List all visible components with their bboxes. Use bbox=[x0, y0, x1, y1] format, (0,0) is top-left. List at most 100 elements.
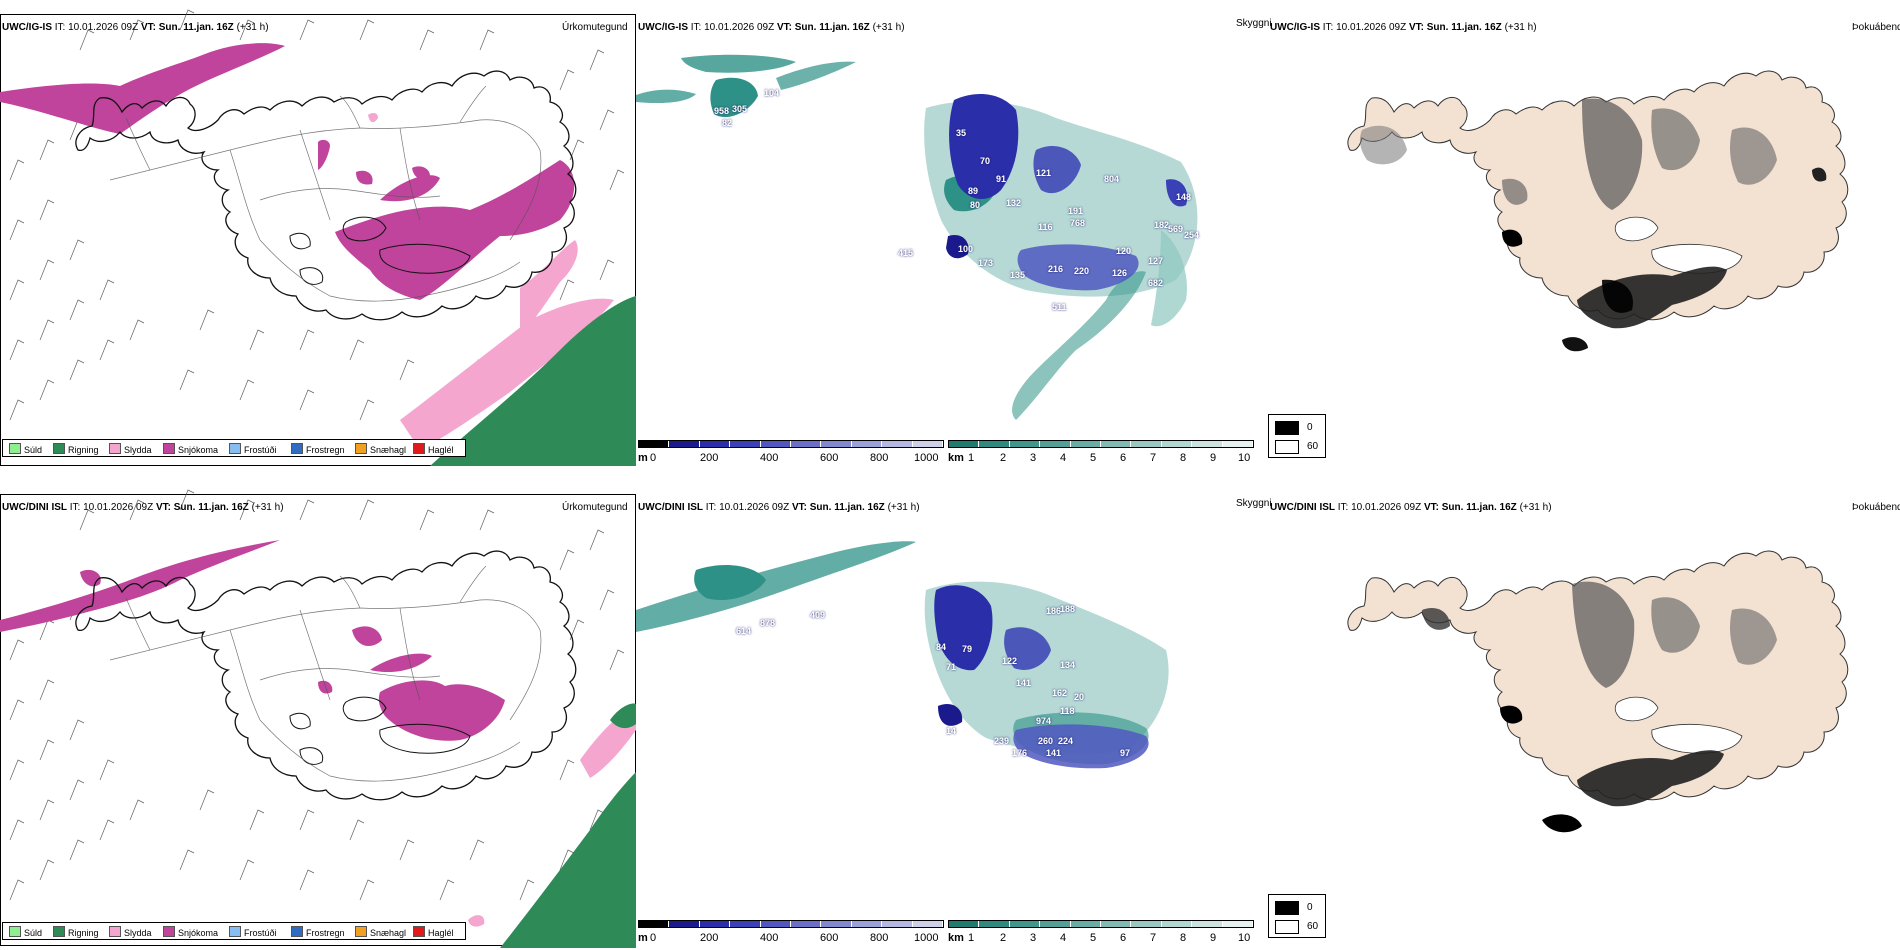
sleet-area bbox=[520, 240, 578, 336]
cloud-base-low bbox=[1004, 627, 1051, 670]
legend-item: Rigning bbox=[53, 926, 99, 938]
cloud-base-label: 126 bbox=[1112, 268, 1128, 278]
cloud-base-label: 958 bbox=[714, 106, 730, 116]
cloud-base-label: 768 bbox=[1070, 218, 1086, 228]
colorbar-cell bbox=[821, 921, 852, 927]
legend-label: Frostúði bbox=[244, 928, 277, 938]
lead-time: (+31 h) bbox=[887, 502, 920, 513]
cloud-base-label: 132 bbox=[1006, 198, 1022, 208]
colorbar-cell bbox=[669, 921, 700, 927]
fog-legend-min: 60 bbox=[1307, 921, 1319, 932]
fog-grey bbox=[1730, 127, 1777, 185]
header-clouds-row1: UWC/IG-IS IT: 10.01.2026 09Z VT: Sun. 11… bbox=[638, 22, 905, 33]
legend-item: Frostúði bbox=[229, 926, 277, 938]
vt-value: Sun. 11.jan. 16Z bbox=[809, 502, 885, 513]
cloud-base-label: 974 bbox=[1036, 716, 1052, 726]
legend-label: Frostregn bbox=[306, 928, 345, 938]
colorbar-tick: 2 bbox=[1000, 932, 1007, 944]
colorbar-cells bbox=[638, 440, 944, 448]
fog-grey bbox=[1422, 607, 1450, 630]
legend-label: Slydda bbox=[124, 928, 152, 938]
vt-label: VT: bbox=[1423, 502, 1439, 513]
cloud-base-label: 134 bbox=[1060, 660, 1076, 670]
colorbar-cells bbox=[948, 920, 1254, 928]
colorbar-cell bbox=[1192, 441, 1223, 447]
colorbar-visibility: km 1 2 3 4 5 6 7 8 9 10 bbox=[948, 920, 1254, 950]
cloud-base-label: 121 bbox=[1036, 168, 1052, 178]
rain-area bbox=[500, 772, 636, 948]
colorbar-cell bbox=[760, 921, 792, 927]
colorbar-cell bbox=[949, 921, 980, 927]
colorbar-cell bbox=[821, 441, 852, 447]
fog-legend-min-swatch bbox=[1275, 920, 1299, 934]
cloud-base-label: 176 bbox=[1012, 748, 1028, 758]
cloud-visibility-map bbox=[636, 541, 1169, 769]
cloud-base-label: 682 bbox=[1148, 278, 1164, 288]
colorbar-unit: km bbox=[948, 452, 964, 464]
it-value: 10.01.2026 09Z bbox=[83, 502, 154, 513]
panel-title-fog: Þokuábendi bbox=[1852, 502, 1900, 513]
cloud-base-low bbox=[1013, 724, 1149, 769]
legend-item: Slydda bbox=[109, 926, 152, 938]
rain-area bbox=[430, 296, 636, 466]
legend-item: Snjókoma bbox=[163, 926, 218, 938]
snow-area bbox=[352, 626, 382, 646]
colorbar-cell bbox=[1009, 921, 1041, 927]
vt-value: Sun. 11.jan. 16Z bbox=[794, 22, 870, 33]
cloud-base-low bbox=[1166, 179, 1188, 207]
header-precip-row2: UWC/DINI ISL IT: 10.01.2026 09Z VT: Sun.… bbox=[2, 502, 284, 513]
vis-band bbox=[1151, 230, 1187, 327]
vt-label: VT: bbox=[776, 22, 792, 33]
colorbar-cloud-base: m 0 200 400 600 800 1000 bbox=[638, 440, 944, 470]
colorbar-tick: 4 bbox=[1060, 452, 1067, 464]
vis-band bbox=[710, 77, 758, 118]
legend-label: Haglél bbox=[428, 445, 454, 455]
colorbar-cells bbox=[948, 440, 1254, 448]
header-fog-row2: UWC/DINI ISL IT: 10.01.2026 09Z VT: Sun.… bbox=[1270, 502, 1552, 513]
cloud-label-layer: 409 878 614 186 188 84 79 71 122 141 134 162 20 118 97… bbox=[636, 480, 1276, 950]
cloud-base-label: 224 bbox=[1058, 736, 1074, 746]
cloud-base-label: 878 bbox=[760, 618, 776, 628]
fog-indicator-map bbox=[1347, 70, 1849, 352]
vt-value: Sun. 11.jan. 16Z bbox=[1441, 502, 1517, 513]
precip-type-frame bbox=[0, 14, 636, 466]
snow-area bbox=[80, 569, 101, 587]
colorbar-tick: 200 bbox=[700, 932, 719, 944]
colorbar-tick: 3 bbox=[1030, 932, 1037, 944]
cloud-base-label: 148 bbox=[1176, 192, 1192, 202]
header-clouds-row2: UWC/DINI ISL IT: 10.01.2026 09Z VT: Sun.… bbox=[638, 502, 920, 513]
legend-label: Slydda bbox=[124, 445, 152, 455]
colorbar-cell bbox=[1131, 921, 1162, 927]
it-label: IT: bbox=[1322, 22, 1334, 33]
cloud-base-label: 141 bbox=[1016, 678, 1032, 688]
colorbar-cell bbox=[1222, 441, 1254, 447]
fog-grey bbox=[1651, 108, 1700, 171]
cloud-base-label: 82 bbox=[722, 118, 733, 128]
legend-item: Frostregn bbox=[291, 926, 345, 938]
fog-indicator-map bbox=[1347, 550, 1849, 833]
colorbar-visibility: km 1 2 3 4 5 6 7 8 9 10 bbox=[948, 440, 1254, 470]
cloud-base-label: 220 bbox=[1074, 266, 1090, 276]
colorbar-cell bbox=[912, 441, 944, 447]
cloud-base-label: 409 bbox=[810, 610, 826, 620]
cloud-base-label: 14 bbox=[946, 726, 957, 736]
colorbar-cell bbox=[639, 921, 670, 927]
colorbar-cell bbox=[1070, 921, 1102, 927]
colorbar-cell bbox=[851, 441, 883, 447]
fog-grey bbox=[1651, 597, 1700, 653]
colorbar-cell bbox=[730, 441, 761, 447]
colorbar-tick: 400 bbox=[760, 932, 779, 944]
cloud-base-label: 120 bbox=[1116, 246, 1132, 256]
it-value: 10.01.2026 09Z bbox=[1351, 502, 1422, 513]
vt-label: VT: bbox=[791, 502, 807, 513]
cloud-base-label: 91 bbox=[996, 174, 1007, 184]
colorbar-tick: 1 bbox=[968, 932, 975, 944]
cloud-base-label: 118 bbox=[1060, 706, 1075, 716]
fog-legend-min: 60 bbox=[1307, 441, 1319, 452]
colorbar-cell bbox=[791, 921, 822, 927]
legend-label: Snjókoma bbox=[178, 928, 219, 938]
vis-band bbox=[1012, 271, 1146, 420]
cloud-base-label: 188 bbox=[1060, 604, 1076, 614]
precip-legend: Súld Rigning Slydda Snjókoma Frostúði Fr… bbox=[2, 439, 466, 457]
vis-band bbox=[776, 61, 856, 90]
